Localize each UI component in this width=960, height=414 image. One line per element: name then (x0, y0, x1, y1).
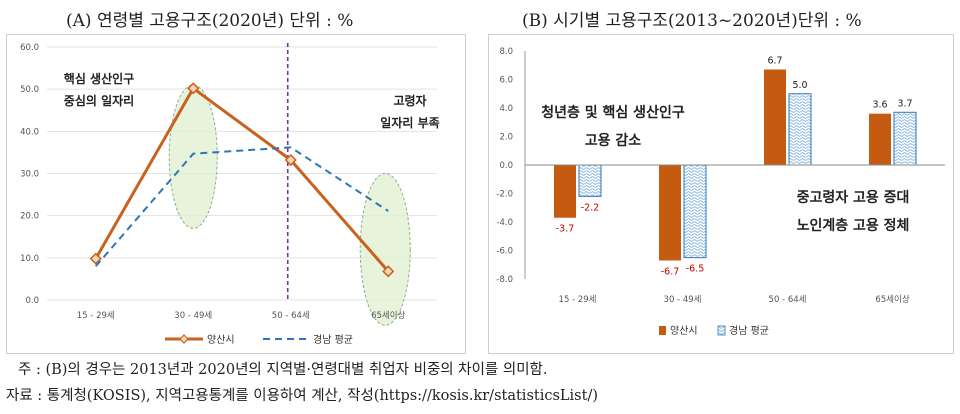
chart-b-annotation-senior: 중고령자 고용 증대 (797, 190, 910, 206)
chart-b-bar (683, 164, 707, 259)
chart-b-data-label: 6.7 (767, 56, 782, 67)
chart-b-annotation-youth: 청년층 및 핵심 생산인구 (541, 104, 685, 121)
chart-a-xtick-label: 65세이상 (371, 310, 405, 321)
chart-b-annotation-youth: 고용 감소 (585, 132, 642, 149)
chart-a-legend-label: 경남 평균 (313, 333, 353, 346)
chart-b-legend-swatch (659, 326, 666, 335)
chart-a-series-line (94, 86, 390, 273)
chart-b-xtick-label: 30 - 49세 (664, 295, 702, 305)
source-note: 자료 : 통계청(KOSIS), 지역고용통계를 이용하여 계산, 작성(htt… (6, 388, 598, 404)
chart-a-data-point (89, 252, 102, 265)
chart-a-legend-swatch (179, 334, 189, 344)
chart-a-annotation-elder: 고령자 (393, 93, 426, 108)
chart-a-panel: 0.0 10.0 20.0 30.0 40.0 50.0 60.0 15 - 29세 30 - … (6, 34, 466, 354)
chart-a-ytick-label: 20.0 (20, 212, 39, 222)
chart-a-data-point (187, 82, 200, 95)
chart-a-svg: 0.0 10.0 20.0 30.0 40.0 50.0 60.0 15 - 29세 30 - … (20, 43, 440, 346)
chart-a-legend-label: 양산시 (207, 334, 235, 346)
chart-b-title: (B) 시기별 고용구조(2013~2020년)단위 : % (522, 11, 862, 31)
chart-a-ytick-label: 30.0 (20, 170, 39, 180)
chart-a-annotation-core: 중심의 일자리 (64, 93, 134, 108)
chart-b-data-label: -6.7 (661, 266, 680, 277)
chart-b-ytick-label: 8.0 (499, 47, 513, 57)
chart-a-data-point (382, 265, 395, 278)
chart-b-bar (554, 165, 576, 218)
chart-a-series-line (94, 146, 389, 267)
chart-b-bar (893, 111, 917, 166)
chart-b-ytick-label: 0.0 (499, 161, 513, 171)
chart-note: 주 : (B)의 경우는 2013년과 2020년의 지역별·연령대별 취업자 … (18, 362, 548, 378)
chart-b-ytick-label: -2.0 (496, 190, 513, 200)
highlight-ellipse-65plus (359, 173, 411, 326)
chart-b-xtick-label: 65세이상 (875, 294, 909, 305)
chart-a-ytick-label: 40.0 (20, 127, 39, 137)
chart-b-bar (764, 69, 786, 165)
chart-a-ytick-label: 0.0 (25, 296, 39, 306)
chart-a-xtick-label: 15 - 29세 (77, 311, 115, 321)
chart-a-ytick-label: 10.0 (20, 254, 39, 264)
chart-b-annotation-senior: 노인계층 고용 정체 (797, 217, 910, 234)
chart-b-bar (869, 113, 891, 165)
chart-b-ytick-label: 4.0 (499, 104, 513, 114)
chart-b-panel: 8.0 6.0 4.0 2.0 0.0 -2.0 -4.0 -6.0 -8.0 -3.7 -2.2 1… (488, 34, 954, 354)
chart-b-data-label: 3.7 (897, 98, 912, 109)
chart-b-bar (788, 93, 812, 166)
chart-b-bar (659, 165, 681, 261)
chart-b-ytick-label: -6.0 (496, 247, 513, 257)
chart-b-xtick-label: 50 - 64세 (769, 295, 807, 305)
chart-b-data-label: -2.2 (581, 202, 600, 213)
chart-b-svg: 8.0 6.0 4.0 2.0 0.0 -2.0 -4.0 -6.0 -8.0 -3.7 -2.2 1… (496, 47, 945, 337)
chart-b-ytick-label: -4.0 (496, 218, 513, 228)
chart-b-xtick-label: 15 - 29세 (559, 295, 597, 305)
chart-b-data-label: -6.5 (686, 264, 705, 275)
chart-b-legend-label: 양산시 (670, 325, 698, 337)
chart-b-ytick-label: -8.0 (496, 275, 513, 285)
chart-b-data-label: -3.7 (556, 224, 575, 235)
chart-a-ytick-label: 60.0 (20, 43, 39, 53)
chart-a-annotation-core: 핵심 생산인구 (64, 71, 134, 86)
chart-a-ytick-label: 50.0 (20, 85, 39, 95)
chart-a-xtick-label: 50 - 64세 (272, 311, 310, 321)
chart-a-title: (A) 연령별 고용구조(2020년) 단위 : % (66, 11, 354, 31)
highlight-ellipse-30-49 (168, 84, 218, 229)
chart-b-bar (578, 164, 602, 197)
chart-a-annotation-elder: 일자리 부족 (380, 115, 439, 130)
chart-b-data-label: 3.6 (872, 100, 887, 111)
chart-a-xtick-label: 30 - 49세 (174, 311, 212, 321)
chart-b-data-label: 5.0 (792, 80, 807, 91)
chart-b-ytick-label: 2.0 (499, 133, 513, 143)
chart-a-data-point (284, 153, 297, 167)
chart-b-legend-label: 경남 평균 (729, 324, 769, 337)
chart-b-ytick-label: 6.0 (499, 76, 513, 86)
chart-b-legend-swatch (717, 325, 726, 336)
